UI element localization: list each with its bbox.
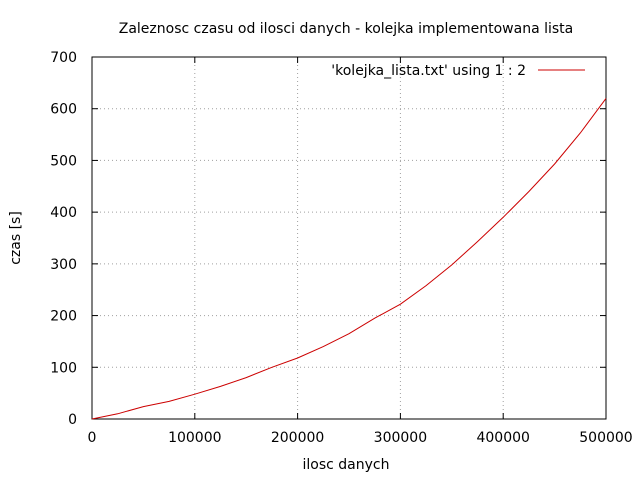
y-tick-label: 300 — [50, 257, 77, 273]
x-tick-label: 300000 — [374, 430, 427, 446]
x-axis-label: ilosc danych — [303, 457, 390, 473]
x-tick-label: 400000 — [476, 430, 529, 446]
series-layer — [91, 98, 607, 420]
y-tick-label: 200 — [50, 309, 77, 325]
y-tick-label: 700 — [50, 50, 77, 66]
grid — [92, 57, 606, 419]
x-tick-label: 0 — [88, 430, 97, 446]
ticks — [91, 56, 607, 420]
series-line — [91, 98, 607, 420]
x-tick-label: 500000 — [579, 430, 632, 446]
chart-title: Zaleznosc czasu od ilosci danych - kolej… — [119, 21, 574, 37]
y-axis-label: czas [s] — [8, 211, 24, 265]
legend-label: 'kolejka_lista.txt' using 1 : 2 — [331, 63, 526, 79]
y-tick-label: 500 — [50, 153, 77, 169]
y-tick-label: 0 — [68, 412, 77, 428]
plot-frame — [91, 56, 607, 420]
tick-labels: 0 100000 200000 300000 400000 500000 0 100 200 30… — [50, 50, 632, 446]
y-tick-label: 100 — [50, 360, 77, 376]
y-tick-label: 600 — [50, 102, 77, 118]
y-tick-label: 400 — [50, 205, 77, 221]
x-tick-label: 100000 — [168, 430, 221, 446]
x-tick-label: 200000 — [271, 430, 324, 446]
legend: 'kolejka_lista.txt' using 1 : 2 — [331, 63, 585, 79]
